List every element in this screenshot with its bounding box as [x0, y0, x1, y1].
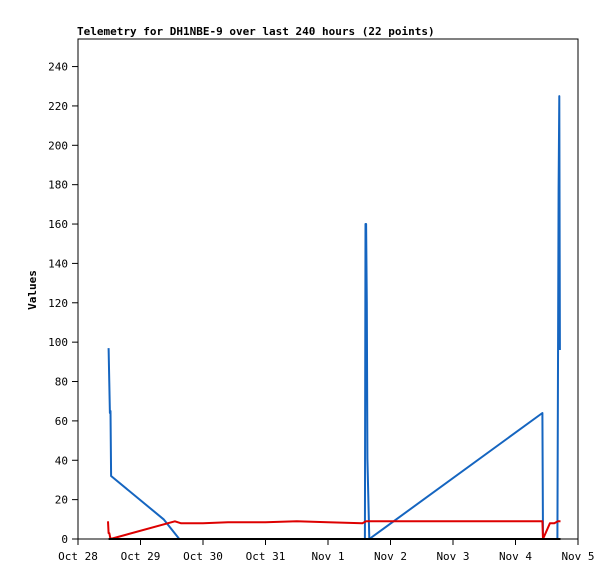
x-tick-label: Nov 3 [436, 550, 469, 563]
y-tick-label: 160 [48, 218, 68, 231]
x-tick-label: Nov 5 [561, 550, 594, 563]
y-tick-label: 120 [48, 297, 68, 310]
x-tick-label: Oct 31 [246, 550, 286, 563]
y-tick-label: 0 [61, 533, 68, 546]
plot-frame [77, 38, 579, 540]
y-tick-label: 20 [55, 494, 68, 507]
x-tick-label: Oct 29 [121, 550, 161, 563]
y-axis-label: Values [26, 270, 39, 310]
x-axis: Oct 28 Oct 29 Oct 30 Oct 31 Nov 1 Nov 2 Nov 3 N… [58, 539, 595, 563]
series-line-2 [107, 520, 561, 540]
y-tick-label: 80 [55, 376, 68, 389]
x-tick-label: Nov 4 [499, 550, 532, 563]
y-tick-label: 100 [48, 336, 68, 349]
y-tick-label: 240 [48, 61, 68, 74]
y-axis: 0 20 40 60 80 100 120 140 160 180 200 220 240 [48, 61, 78, 546]
y-tick-label: 60 [55, 415, 68, 428]
x-tick-label: Nov 1 [311, 550, 344, 563]
y-tick-label: 140 [48, 257, 68, 270]
y-tick-label: 180 [48, 179, 68, 192]
x-tick-label: Nov 2 [374, 550, 407, 563]
x-tick-label: Oct 30 [183, 550, 223, 563]
y-tick-label: 200 [48, 139, 68, 152]
y-tick-label: 220 [48, 100, 68, 113]
series-line-1 [107, 95, 561, 540]
chart-title: Telemetry for DH1NBE-9 over last 240 hou… [77, 25, 435, 38]
x-tick-label: Oct 28 [58, 550, 98, 563]
series-group [107, 95, 561, 540]
y-tick-label: 40 [55, 454, 68, 467]
